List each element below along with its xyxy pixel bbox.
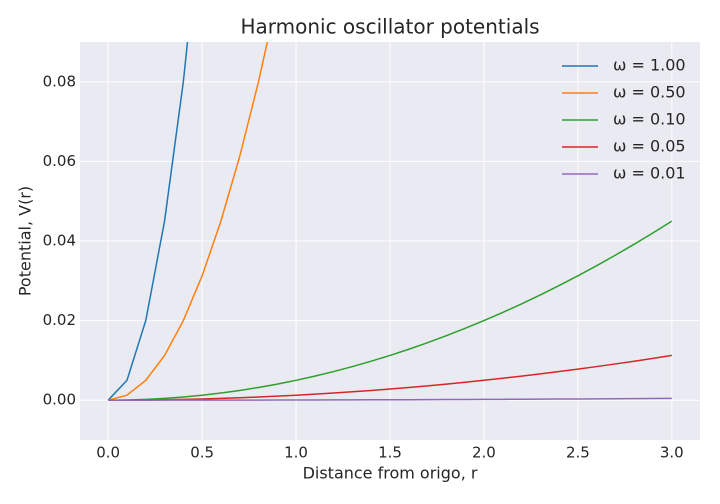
y-tick-label: 0.08 [43, 72, 76, 90]
line [108, 354, 672, 401]
line [107, 42, 269, 401]
x-tick-label: 0.0 [96, 444, 120, 462]
x-tick-label: 3.0 [660, 444, 684, 462]
y-tick-label: 0.06 [43, 152, 76, 170]
x-tick-label: 0.5 [190, 444, 214, 462]
legend-label: ω = 1.00 [613, 56, 686, 75]
x-tick-label: 2.0 [472, 444, 496, 462]
line [108, 220, 673, 401]
y-axis-label: Potential, V(r) [16, 186, 35, 296]
line [108, 397, 672, 401]
legend-label: ω = 0.01 [613, 164, 686, 183]
y-tick-label: 0.00 [43, 391, 76, 409]
legend-label: ω = 0.05 [613, 137, 686, 156]
legend-label: ω = 0.50 [613, 83, 686, 102]
y-tick-label: 0.02 [43, 311, 76, 329]
chart-title: Harmonic oscillator potentials [240, 15, 539, 39]
legend-label: ω = 0.10 [613, 110, 686, 129]
x-tick-label: 1.0 [284, 444, 308, 462]
x-axis-label: Distance from origo, r [303, 464, 478, 483]
x-tick-label: 2.5 [566, 444, 590, 462]
x-tick-label: 1.5 [378, 444, 402, 462]
y-tick-label: 0.04 [43, 232, 76, 250]
